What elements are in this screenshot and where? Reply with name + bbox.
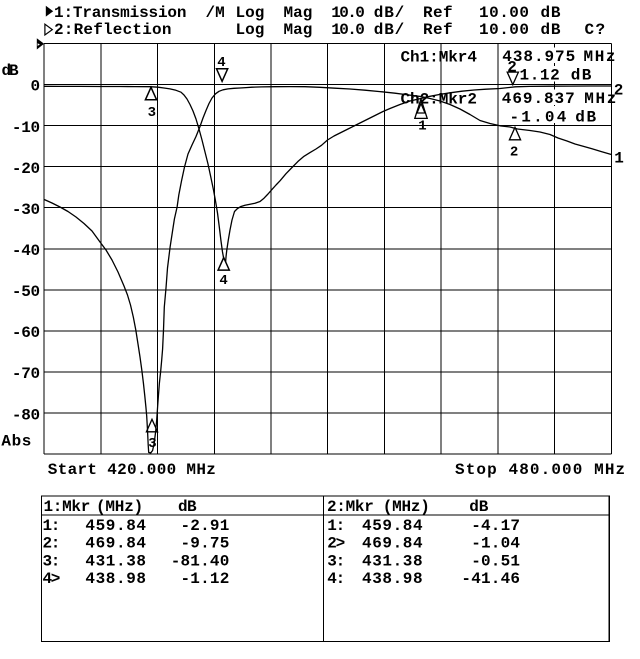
svg-text:10.00: 10.00 [479, 4, 530, 22]
svg-text:2:Mkr: 2:Mkr [327, 498, 374, 516]
svg-text:/M: /M [206, 4, 225, 22]
svg-text:-20: -20 [12, 160, 40, 178]
svg-text:Ch1:Mkr4: Ch1:Mkr4 [401, 48, 478, 66]
svg-text:0: 0 [30, 78, 39, 96]
svg-text:dB: dB [178, 498, 197, 516]
svg-text:dB: dB [469, 498, 489, 516]
svg-text:C?: C? [585, 21, 607, 39]
svg-text:4>: 4> [43, 570, 60, 588]
svg-text:Stop 480.000 MHz: Stop 480.000 MHz [455, 461, 626, 479]
svg-text:438.975: 438.975 [502, 48, 576, 66]
svg-text:-1.04: -1.04 [510, 108, 569, 126]
svg-text:4:: 4: [327, 570, 344, 588]
svg-text:2:: 2: [43, 535, 60, 553]
svg-text:-4.17: -4.17 [471, 517, 520, 535]
svg-text:dB/: dB/ [374, 4, 405, 22]
svg-text:3: 3 [148, 105, 158, 121]
svg-text:2: 2 [507, 59, 517, 77]
svg-text:dB: dB [541, 21, 562, 39]
svg-text:dB: dB [575, 108, 597, 126]
svg-text:dB/: dB/ [374, 21, 405, 39]
svg-text:1:Mkr: 1:Mkr [44, 498, 91, 516]
svg-text:1:: 1: [327, 517, 344, 535]
svg-text:dB: dB [2, 62, 20, 80]
svg-text:10.0: 10.0 [331, 4, 364, 22]
svg-text:10.00: 10.00 [479, 21, 530, 39]
svg-text:2: 2 [510, 144, 520, 160]
svg-text:Abs: Abs [1, 433, 32, 451]
svg-text:3: 3 [148, 436, 158, 452]
svg-text:1: 1 [614, 150, 624, 168]
svg-text:-70: -70 [12, 365, 40, 383]
svg-text:2>: 2> [327, 535, 344, 553]
svg-text:-60: -60 [12, 324, 40, 342]
svg-text:3:: 3: [327, 552, 344, 570]
svg-text:431.38: 431.38 [85, 552, 146, 570]
svg-text:459.84: 459.84 [362, 517, 423, 535]
svg-text:-30: -30 [12, 201, 40, 219]
svg-text:Mag: Mag [284, 21, 313, 39]
svg-text:438.98: 438.98 [362, 570, 423, 588]
svg-text:-9.75: -9.75 [181, 535, 230, 553]
svg-text:4: 4 [217, 55, 227, 71]
svg-text:1.12: 1.12 [520, 67, 561, 85]
svg-text:1:Transmission: 1:Transmission [54, 4, 186, 22]
svg-text:(MHz): (MHz) [96, 498, 143, 516]
svg-text:Log: Log [236, 21, 265, 39]
svg-text:438.98: 438.98 [85, 570, 146, 588]
svg-text:1:: 1: [43, 517, 60, 535]
svg-text:-41.46: -41.46 [461, 570, 520, 588]
svg-text:-50: -50 [12, 283, 40, 301]
svg-text:Log: Log [236, 4, 265, 22]
svg-text:4: 4 [219, 273, 229, 289]
svg-text:MHz: MHz [584, 90, 618, 108]
svg-text:Ch2:Mkr2: Ch2:Mkr2 [401, 90, 477, 108]
svg-text:2:Reflection: 2:Reflection [54, 21, 172, 39]
svg-text:-80: -80 [12, 406, 40, 424]
svg-text:10.0: 10.0 [331, 21, 364, 39]
svg-text:-1.12: -1.12 [181, 570, 230, 588]
svg-text:1: 1 [418, 119, 428, 135]
svg-text:MHz: MHz [584, 48, 618, 66]
svg-text:459.84: 459.84 [85, 517, 146, 535]
svg-text:2: 2 [614, 81, 624, 99]
svg-text:Ref: Ref [423, 4, 453, 22]
svg-text:-2.91: -2.91 [181, 517, 230, 535]
svg-text:Mag: Mag [284, 4, 313, 22]
svg-text:dB: dB [571, 67, 593, 85]
svg-text:Ref: Ref [423, 21, 453, 39]
svg-text:-40: -40 [12, 242, 40, 260]
svg-text:-81.40: -81.40 [171, 552, 230, 570]
svg-text:Start 420.000 MHz: Start 420.000 MHz [48, 461, 216, 479]
svg-text:431.38: 431.38 [362, 552, 423, 570]
svg-text:469.837: 469.837 [502, 90, 576, 108]
svg-text:-0.51: -0.51 [471, 552, 520, 570]
svg-text:-1.04: -1.04 [471, 535, 520, 553]
svg-text:3:: 3: [43, 552, 60, 570]
svg-text:(MHz): (MHz) [383, 498, 430, 516]
svg-text:dB: dB [541, 4, 562, 22]
svg-text:469.84: 469.84 [85, 535, 146, 553]
svg-text:469.84: 469.84 [362, 535, 423, 553]
svg-text:-10: -10 [12, 119, 40, 137]
